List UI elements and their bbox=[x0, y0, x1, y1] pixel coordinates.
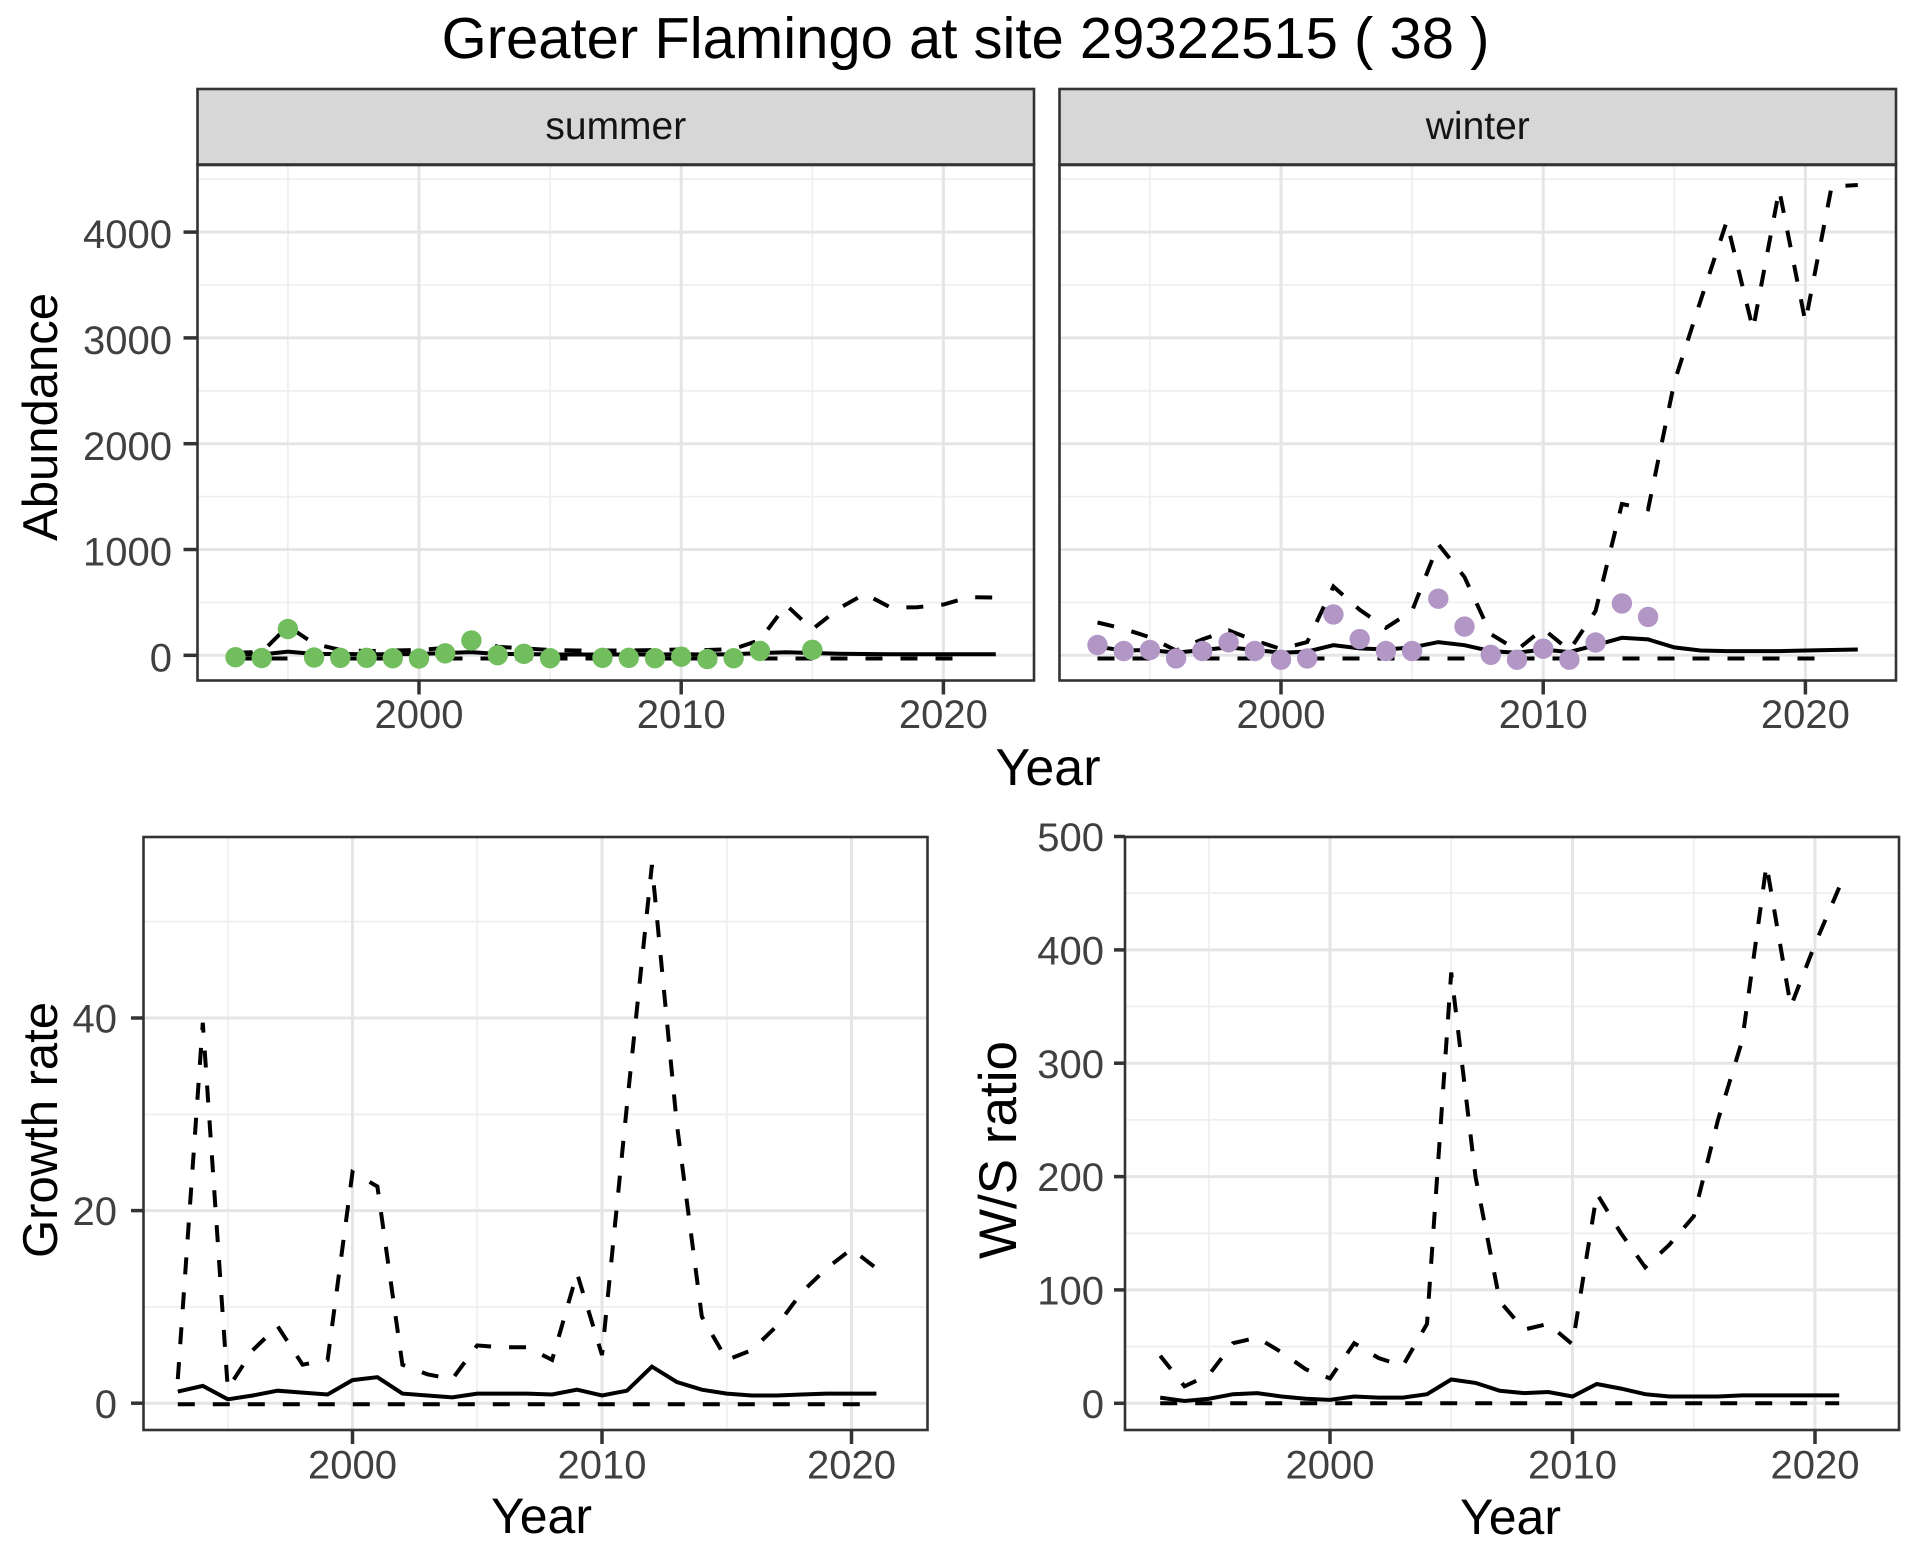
svg-text:summer: summer bbox=[545, 105, 686, 148]
svg-text:2010: 2010 bbox=[1528, 1444, 1617, 1488]
svg-text:Year: Year bbox=[1460, 1489, 1561, 1545]
svg-text:3000: 3000 bbox=[83, 319, 172, 363]
svg-text:Year: Year bbox=[491, 1488, 592, 1544]
svg-text:2010: 2010 bbox=[637, 693, 726, 737]
svg-text:300: 300 bbox=[1037, 1043, 1104, 1087]
svg-text:Greater Flamingo at site 29322: Greater Flamingo at site 29322515 ( 38 ) bbox=[442, 6, 1490, 71]
svg-text:2000: 2000 bbox=[1237, 693, 1326, 737]
svg-text:500: 500 bbox=[1037, 816, 1104, 860]
svg-text:4000: 4000 bbox=[83, 213, 172, 257]
svg-text:winter: winter bbox=[1425, 105, 1530, 148]
svg-text:2020: 2020 bbox=[1771, 1444, 1860, 1488]
svg-text:0: 0 bbox=[95, 1383, 117, 1427]
svg-text:2000: 2000 bbox=[83, 425, 172, 469]
svg-text:Growth rate: Growth rate bbox=[14, 1002, 68, 1258]
svg-text:40: 40 bbox=[73, 998, 118, 1042]
svg-text:2010: 2010 bbox=[1499, 693, 1588, 737]
svg-text:0: 0 bbox=[1082, 1383, 1104, 1427]
svg-text:100: 100 bbox=[1037, 1270, 1104, 1314]
svg-text:400: 400 bbox=[1037, 929, 1104, 973]
svg-text:1000: 1000 bbox=[83, 531, 172, 575]
svg-text:2020: 2020 bbox=[807, 1444, 896, 1488]
svg-text:200: 200 bbox=[1037, 1156, 1104, 1200]
svg-text:2000: 2000 bbox=[308, 1444, 397, 1488]
svg-text:2020: 2020 bbox=[899, 693, 988, 737]
svg-text:20: 20 bbox=[73, 1190, 118, 1234]
svg-text:2020: 2020 bbox=[1761, 693, 1850, 737]
svg-text:2000: 2000 bbox=[375, 693, 464, 737]
svg-text:Year: Year bbox=[995, 739, 1100, 797]
svg-text:Abundance: Abundance bbox=[14, 293, 68, 541]
svg-text:2010: 2010 bbox=[558, 1444, 647, 1488]
svg-text:W/S ratio: W/S ratio bbox=[969, 1041, 1028, 1259]
svg-text:2000: 2000 bbox=[1286, 1444, 1375, 1488]
svg-text:0: 0 bbox=[150, 636, 172, 680]
